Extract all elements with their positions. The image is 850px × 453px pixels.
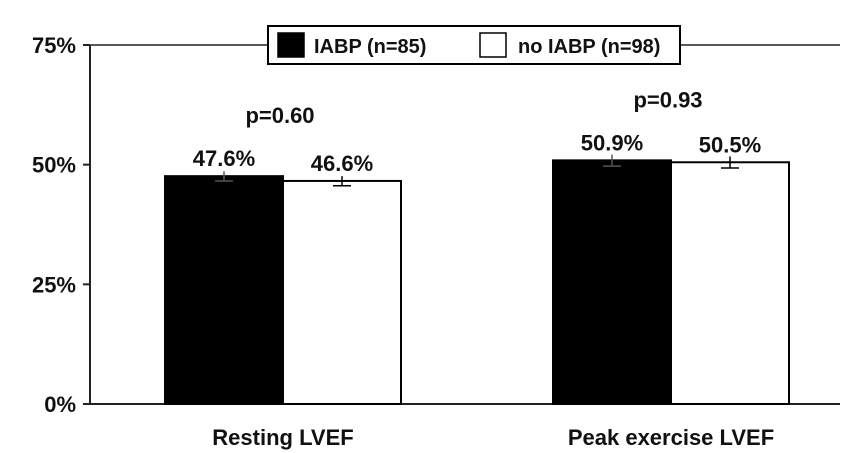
x-tick-label: Resting LVEF xyxy=(212,425,353,450)
legend-label-no-iabp: no IABP (n=98) xyxy=(518,36,660,58)
annotations: p=0.60 p=0.93 xyxy=(245,87,702,128)
x-tick-label: Peak exercise LVEF xyxy=(568,425,774,450)
bar-no-iabp-0 xyxy=(282,179,402,405)
y-tick-label: 25% xyxy=(32,272,76,297)
legend: IABP (n=85) no IABP (n=98) xyxy=(267,25,681,65)
p-value-annotation: p=0.60 xyxy=(245,103,314,128)
data-label: 50.9% xyxy=(581,130,643,155)
legend-box xyxy=(267,25,681,65)
y-tick-label: 50% xyxy=(32,153,76,178)
data-label: 46.6% xyxy=(311,151,373,176)
y-tick-label: 0% xyxy=(44,392,76,417)
y-tick-label: 75% xyxy=(32,33,76,58)
bar-iabp-0 xyxy=(164,175,284,405)
bar-iabp-1 xyxy=(552,159,672,405)
legend-swatch-iabp xyxy=(277,32,305,58)
data-label: 50.5% xyxy=(699,132,761,157)
legend-swatch-no-iabp xyxy=(479,32,507,58)
legend-label-iabp: IABP (n=85) xyxy=(314,36,426,58)
x-tick-labels: Resting LVEF Peak exercise LVEF xyxy=(212,425,774,450)
bar-no-iabp-1 xyxy=(670,161,790,405)
p-value-annotation: p=0.93 xyxy=(633,87,702,112)
bars: 47.6% 46.6% 50.9% 50.5% xyxy=(164,130,790,405)
data-label: 47.6% xyxy=(193,146,255,171)
y-ticks: 0% 25% 50% 75% xyxy=(32,33,90,417)
